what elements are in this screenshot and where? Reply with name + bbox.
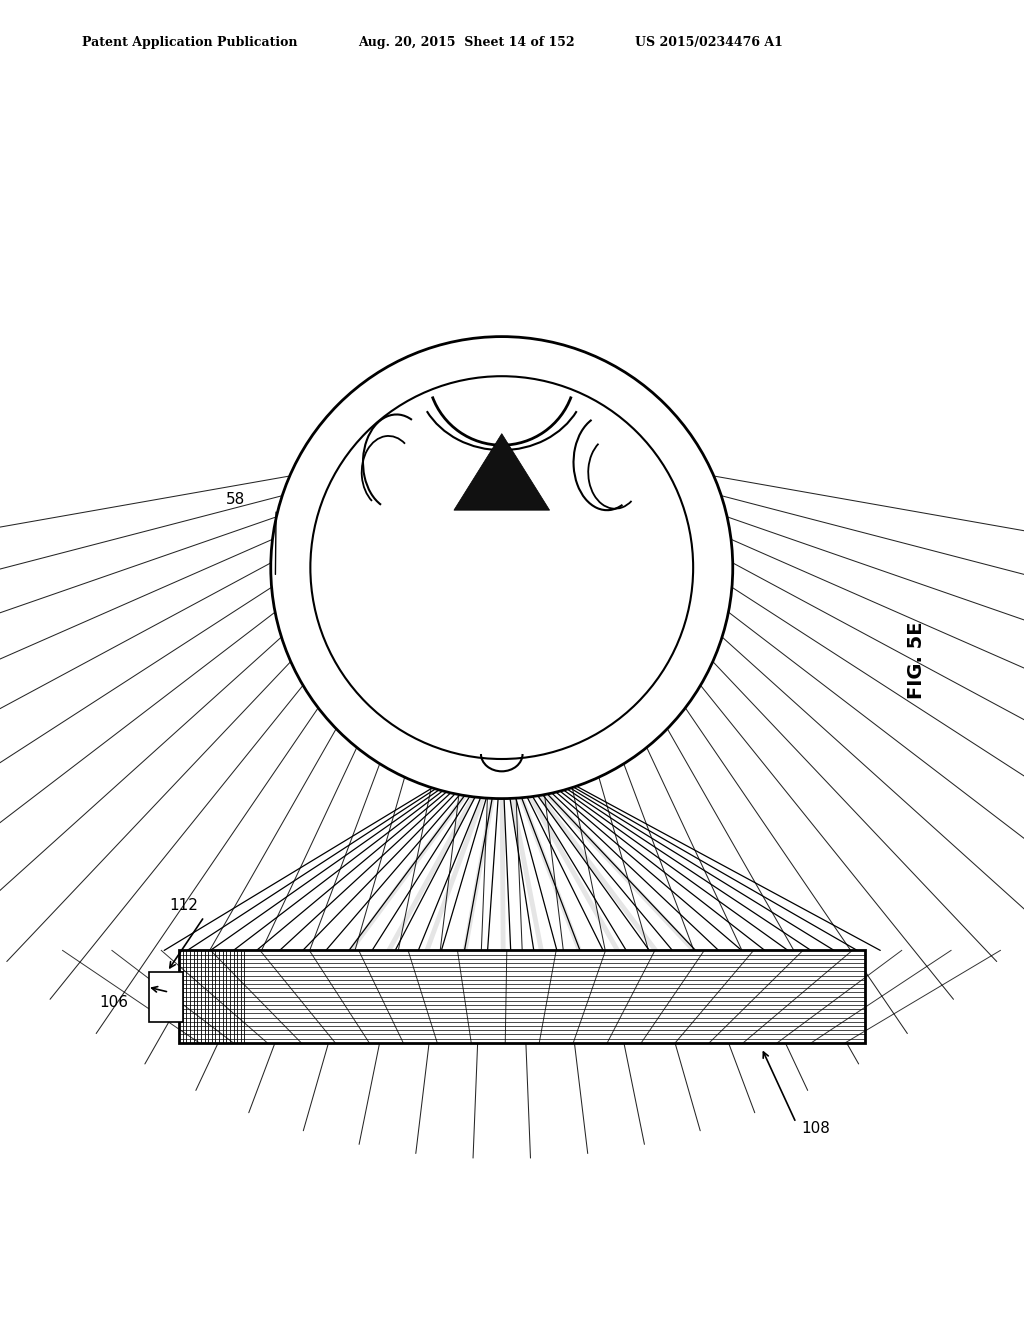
Circle shape [270, 337, 733, 799]
Text: Patent Application Publication: Patent Application Publication [82, 36, 297, 49]
Bar [604, 950, 647, 1043]
Text: Aug. 20, 2015  Sheet 14 of 152: Aug. 20, 2015 Sheet 14 of 152 [358, 36, 575, 49]
Text: 112: 112 [169, 898, 198, 912]
Text: 58: 58 [226, 492, 246, 507]
Text: FIG. 5E: FIG. 5E [907, 622, 926, 698]
Bar [150, 972, 183, 1023]
Bar [467, 950, 591, 1043]
Bar [179, 950, 865, 1043]
Circle shape [310, 376, 693, 759]
Polygon shape [454, 433, 550, 510]
Bar [776, 950, 819, 1043]
Text: US 2015/0234476 A1: US 2015/0234476 A1 [635, 36, 782, 49]
Bar [690, 950, 733, 1043]
Text: 108: 108 [801, 1121, 829, 1135]
Bar [261, 950, 385, 1043]
Text: 106: 106 [99, 995, 128, 1010]
